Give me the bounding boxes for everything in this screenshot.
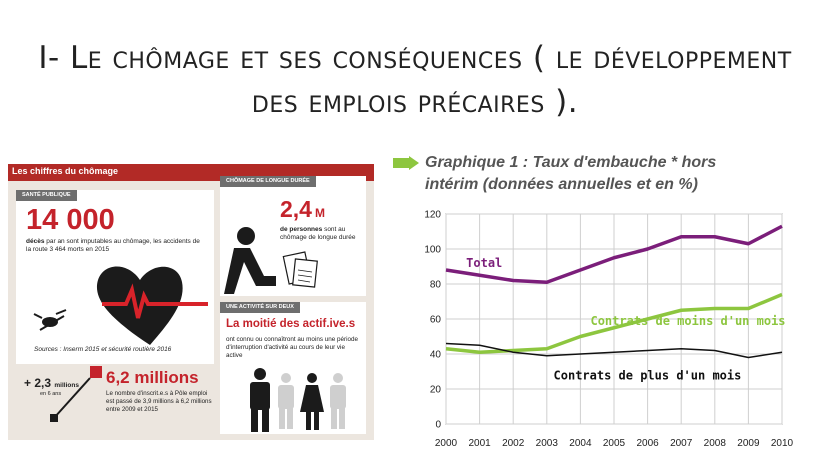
x-tick-label: 2006 <box>636 438 659 449</box>
chomage-infographic: Les chiffres du chômage SANTÉ PUBLIQUE 1… <box>8 164 374 440</box>
series-label: Contrats de moins d'un mois <box>590 314 785 328</box>
small-increase-sub: en 6 ans <box>40 391 62 397</box>
x-tick-label: 2003 <box>536 438 559 449</box>
chart-title: Graphique 1 : Taux d'embauche * hors int… <box>425 152 716 196</box>
slide-title: I- Le chômage et ses conséquences ( le d… <box>38 40 792 120</box>
long-term-text-rest: sont au chômage de longue durée <box>280 226 356 241</box>
half-workers-heading: La moitié des actif.ive.s <box>226 318 356 330</box>
x-tick-label: 2009 <box>737 438 760 449</box>
registered-number: 6,2 millions <box>106 368 199 387</box>
series-label: Contrats de plus d'un mois <box>554 368 742 382</box>
deaths-text-rest: par an sont imputables au chômage, les a… <box>26 238 200 253</box>
x-tick-label: 2007 <box>670 438 693 449</box>
series-line <box>445 224 783 284</box>
y-tick-label: 100 <box>424 245 441 256</box>
chart-title-line2: intérim (données annuelles et en %) <box>425 176 698 193</box>
registered-text: Le nombre d'inscrit.e.s à Pôle emploi es… <box>106 390 212 413</box>
deaths-number: 14 000 <box>26 204 115 236</box>
small-increase-number: + 2,3 millions <box>24 376 79 390</box>
card-tag-activite: UNE ACTIVITÉ SUR DEUX <box>220 302 300 313</box>
x-tick-label: 2005 <box>603 438 626 449</box>
x-tick-label: 2001 <box>468 438 491 449</box>
card-longue-duree: CHÔMAGE DE LONGUE DURÉE 2,4 M de personne… <box>220 176 366 296</box>
y-tick-label: 0 <box>435 420 441 431</box>
x-tick-label: 2002 <box>502 438 525 449</box>
broken-heart-icon <box>33 266 208 345</box>
hiring-rate-chart: 0 20 40 60 80 100 120 2000 2001 2002 2003 2004 2005 2… <box>424 210 794 450</box>
y-tick-label: 80 <box>430 280 442 291</box>
long-term-text-bold: de personnes <box>280 226 323 233</box>
series-label: Total <box>466 256 502 270</box>
long-term-unit: M <box>314 206 325 220</box>
x-tick-label: 2000 <box>435 438 458 449</box>
card-activite: UNE ACTIVITÉ SUR DEUX La moitié des acti… <box>220 302 366 434</box>
card-tag-longue-duree: CHÔMAGE DE LONGUE DURÉE <box>220 176 316 187</box>
card-tag-sante: SANTÉ PUBLIQUE <box>16 190 77 201</box>
growth-arrow-icon <box>50 366 102 422</box>
infographic-header-label: Les chiffres du chômage <box>12 166 119 176</box>
half-workers-text: ont connu ou connaîtront au moins une pé… <box>226 336 358 359</box>
sources-text: Sources : Inserm 2015 et sécurité routiè… <box>34 346 172 353</box>
series-line <box>445 342 783 359</box>
y-tick-label: 40 <box>430 350 442 361</box>
people-icon <box>250 368 346 432</box>
long-term-value: 2,4 <box>280 196 312 222</box>
card-sante-publique: SANTÉ PUBLIQUE 14 000 décès par an sont … <box>16 190 214 364</box>
person-sitting-icon <box>224 227 318 294</box>
long-term-text: de personnes sont au chômage de longue d… <box>280 226 362 242</box>
long-term-number: 2,4 M <box>280 196 325 223</box>
x-tick-label: 2008 <box>704 438 727 449</box>
green-arrow-icon <box>393 156 419 170</box>
x-tick-label: 2004 <box>569 438 592 449</box>
deaths-text: décès par an sont imputables au chômage,… <box>26 238 206 254</box>
y-tick-label: 20 <box>430 385 442 396</box>
deaths-text-bold: décès <box>26 238 45 245</box>
series-line <box>445 292 783 354</box>
small-increase-unit: millions <box>54 382 79 389</box>
y-tick-label: 60 <box>430 315 442 326</box>
chart-title-line1: Graphique 1 : Taux d'embauche * hors <box>425 154 717 171</box>
x-tick-label: 2010 <box>771 438 794 449</box>
small-increase-value: + 2,3 <box>24 376 52 390</box>
y-tick-label: 120 <box>424 210 441 221</box>
